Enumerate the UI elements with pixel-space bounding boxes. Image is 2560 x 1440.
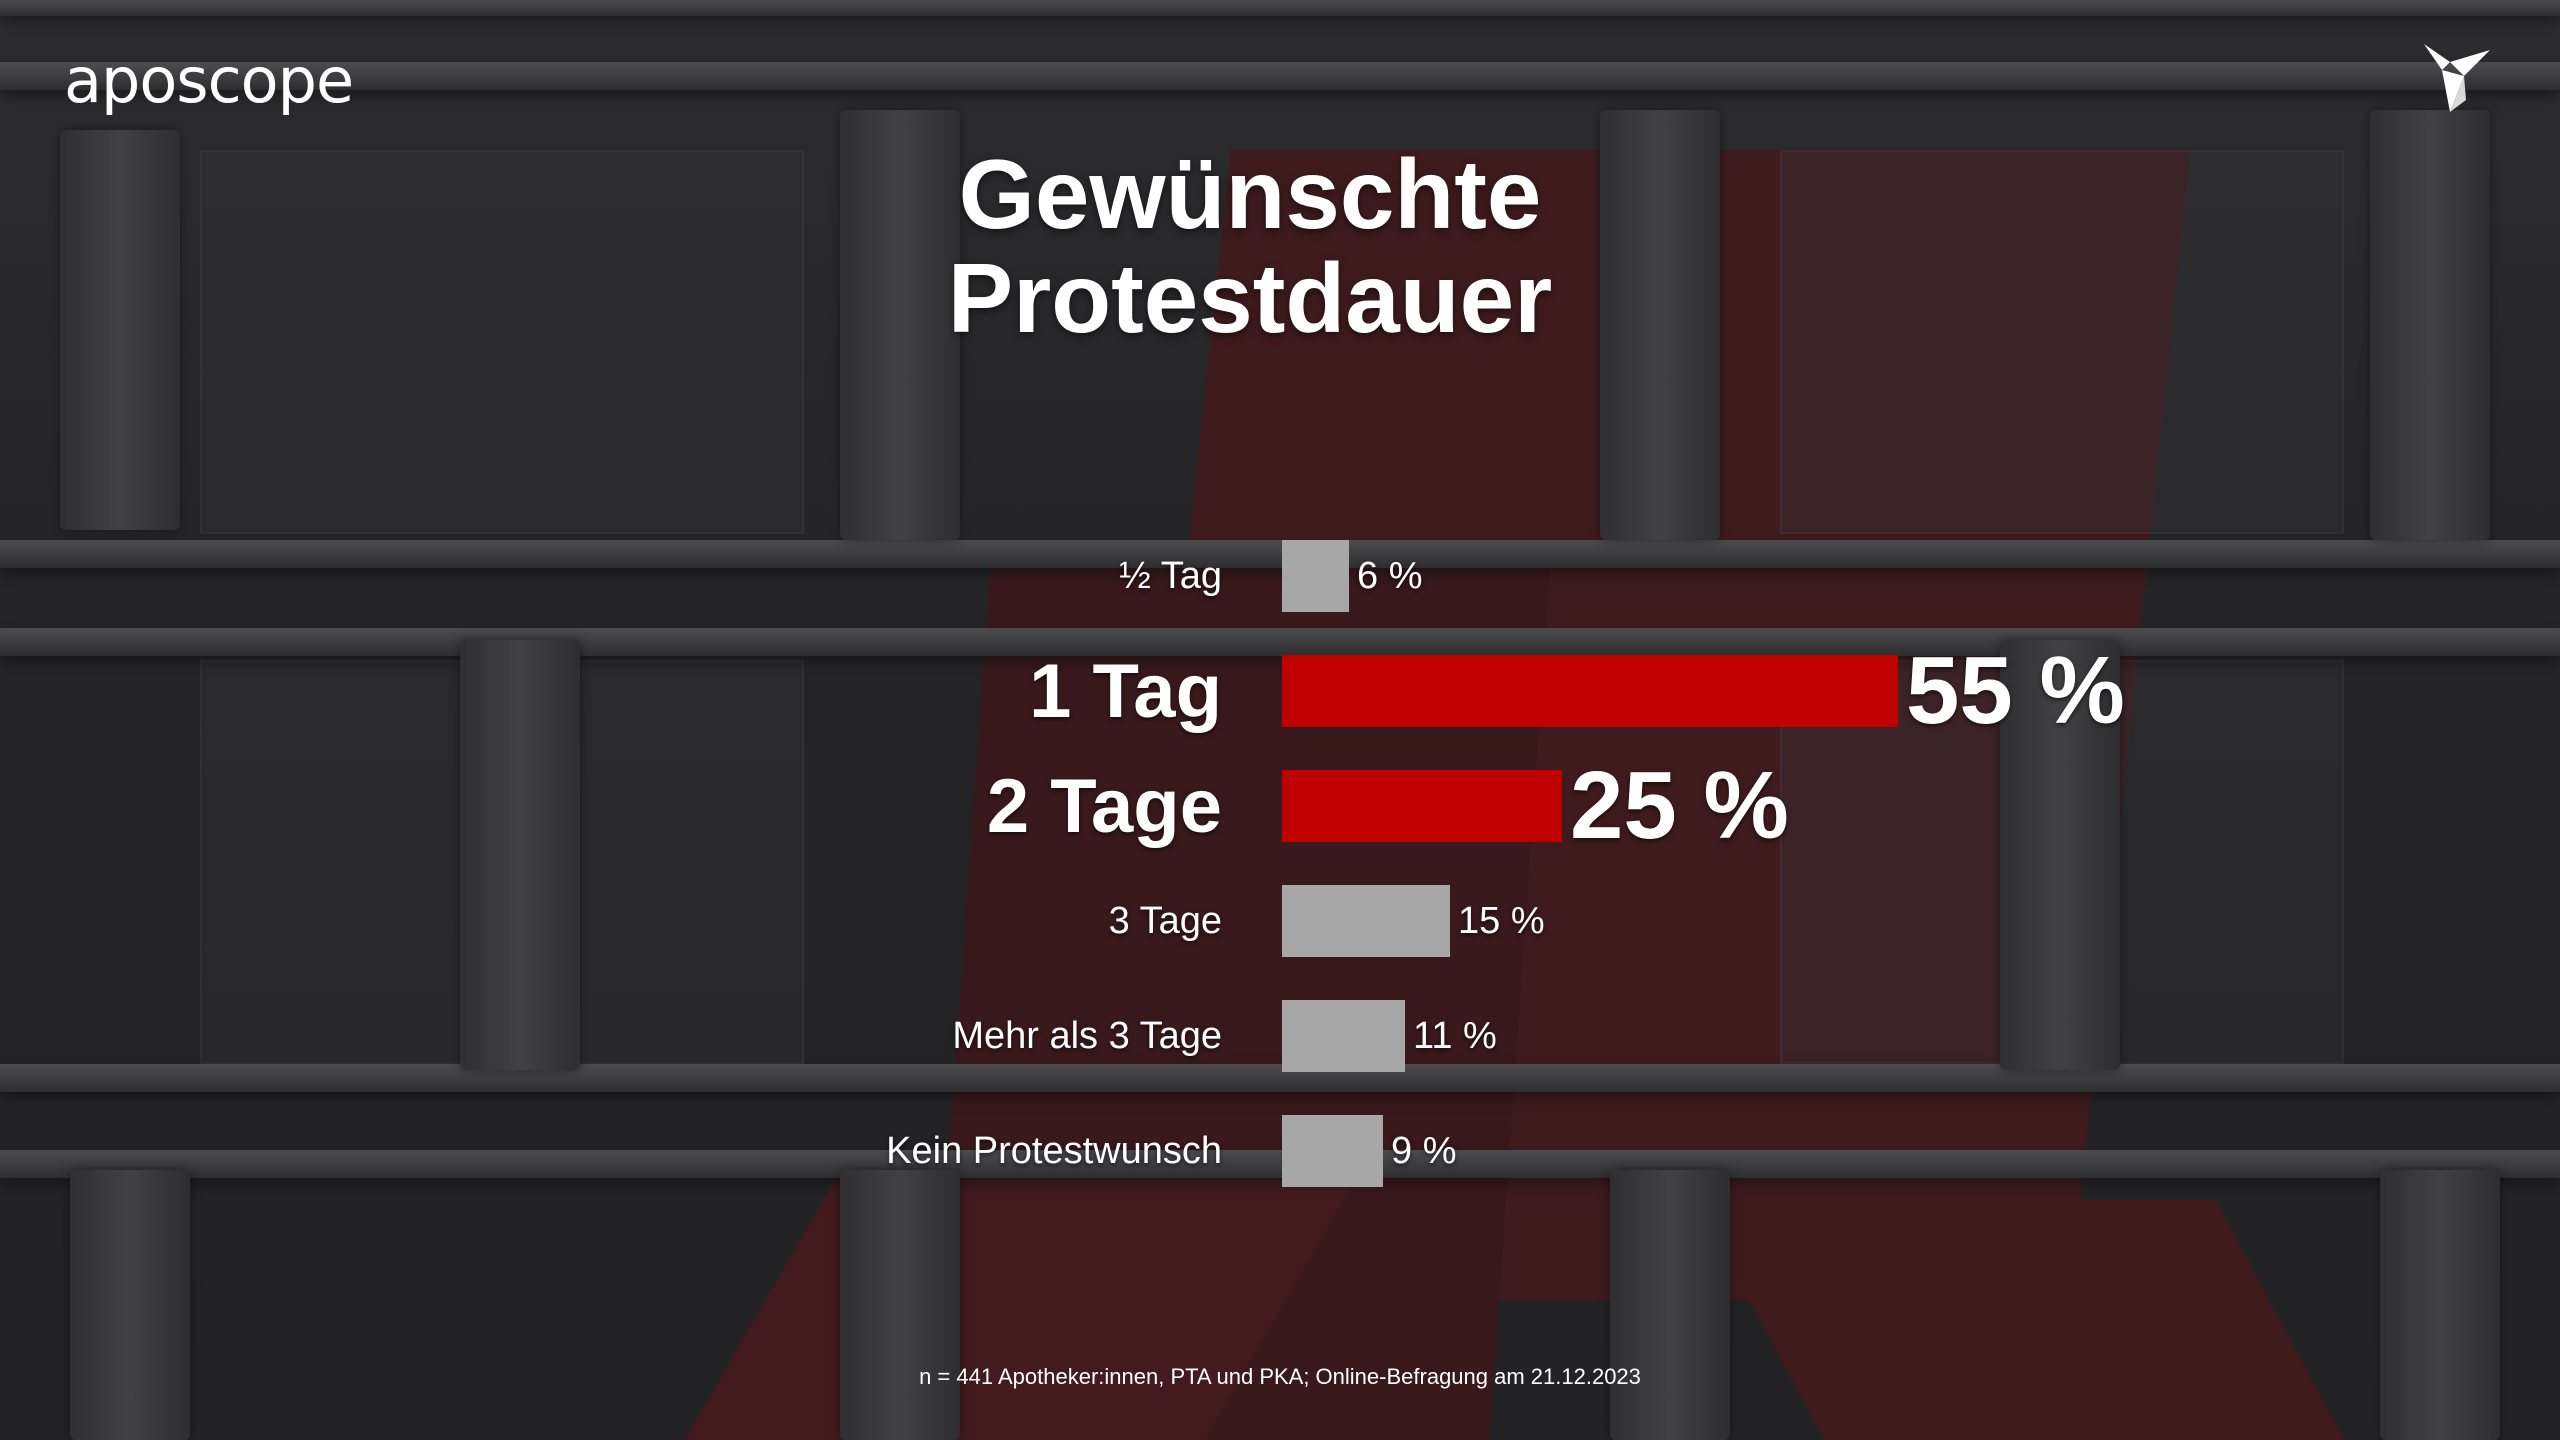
value-label: 25 % [1570, 752, 1789, 859]
category-label: Mehr als 3 Tage [952, 1014, 1222, 1057]
origami-bird-icon [2424, 44, 2490, 112]
bar [1282, 1115, 1383, 1187]
chart-title: Gewünschte Protestdauer [0, 142, 2500, 350]
bar-row: 3 Tage 15 % [0, 885, 2560, 957]
value-label: 15 % [1458, 899, 1545, 942]
value-label: 6 % [1357, 554, 1423, 597]
bar-row: Kein Protestwunsch 9 % [0, 1115, 2560, 1187]
category-label: 3 Tage [1108, 899, 1222, 942]
bar-row: 2 Tage 25 % [0, 752, 2560, 859]
bar [1282, 885, 1450, 957]
bar [1282, 655, 1898, 727]
chart-title-line-1: Gewünschte [958, 139, 1542, 249]
brand-logo: aposcope [64, 44, 354, 117]
bar [1282, 540, 1349, 612]
chart-title-line-2: Protestdauer [947, 243, 1553, 353]
bar-row: 1 Tag 55 % [0, 637, 2560, 744]
category-label: ½ Tag [1119, 554, 1222, 597]
category-label: 2 Tage [986, 763, 1222, 849]
value-label: 55 % [1906, 637, 2125, 744]
category-label: Kein Protestwunsch [886, 1129, 1222, 1172]
footnote: n = 441 Apotheker:innen, PTA und PKA; On… [919, 1364, 1641, 1389]
bar-row: Mehr als 3 Tage 11 % [0, 1000, 2560, 1072]
bar [1282, 770, 1562, 842]
value-label: 11 % [1413, 1014, 1497, 1057]
category-label: 1 Tag [1029, 648, 1222, 734]
value-label: 9 % [1391, 1129, 1457, 1172]
bar-row: ½ Tag 6 % [0, 540, 2560, 612]
bar [1282, 1000, 1405, 1072]
